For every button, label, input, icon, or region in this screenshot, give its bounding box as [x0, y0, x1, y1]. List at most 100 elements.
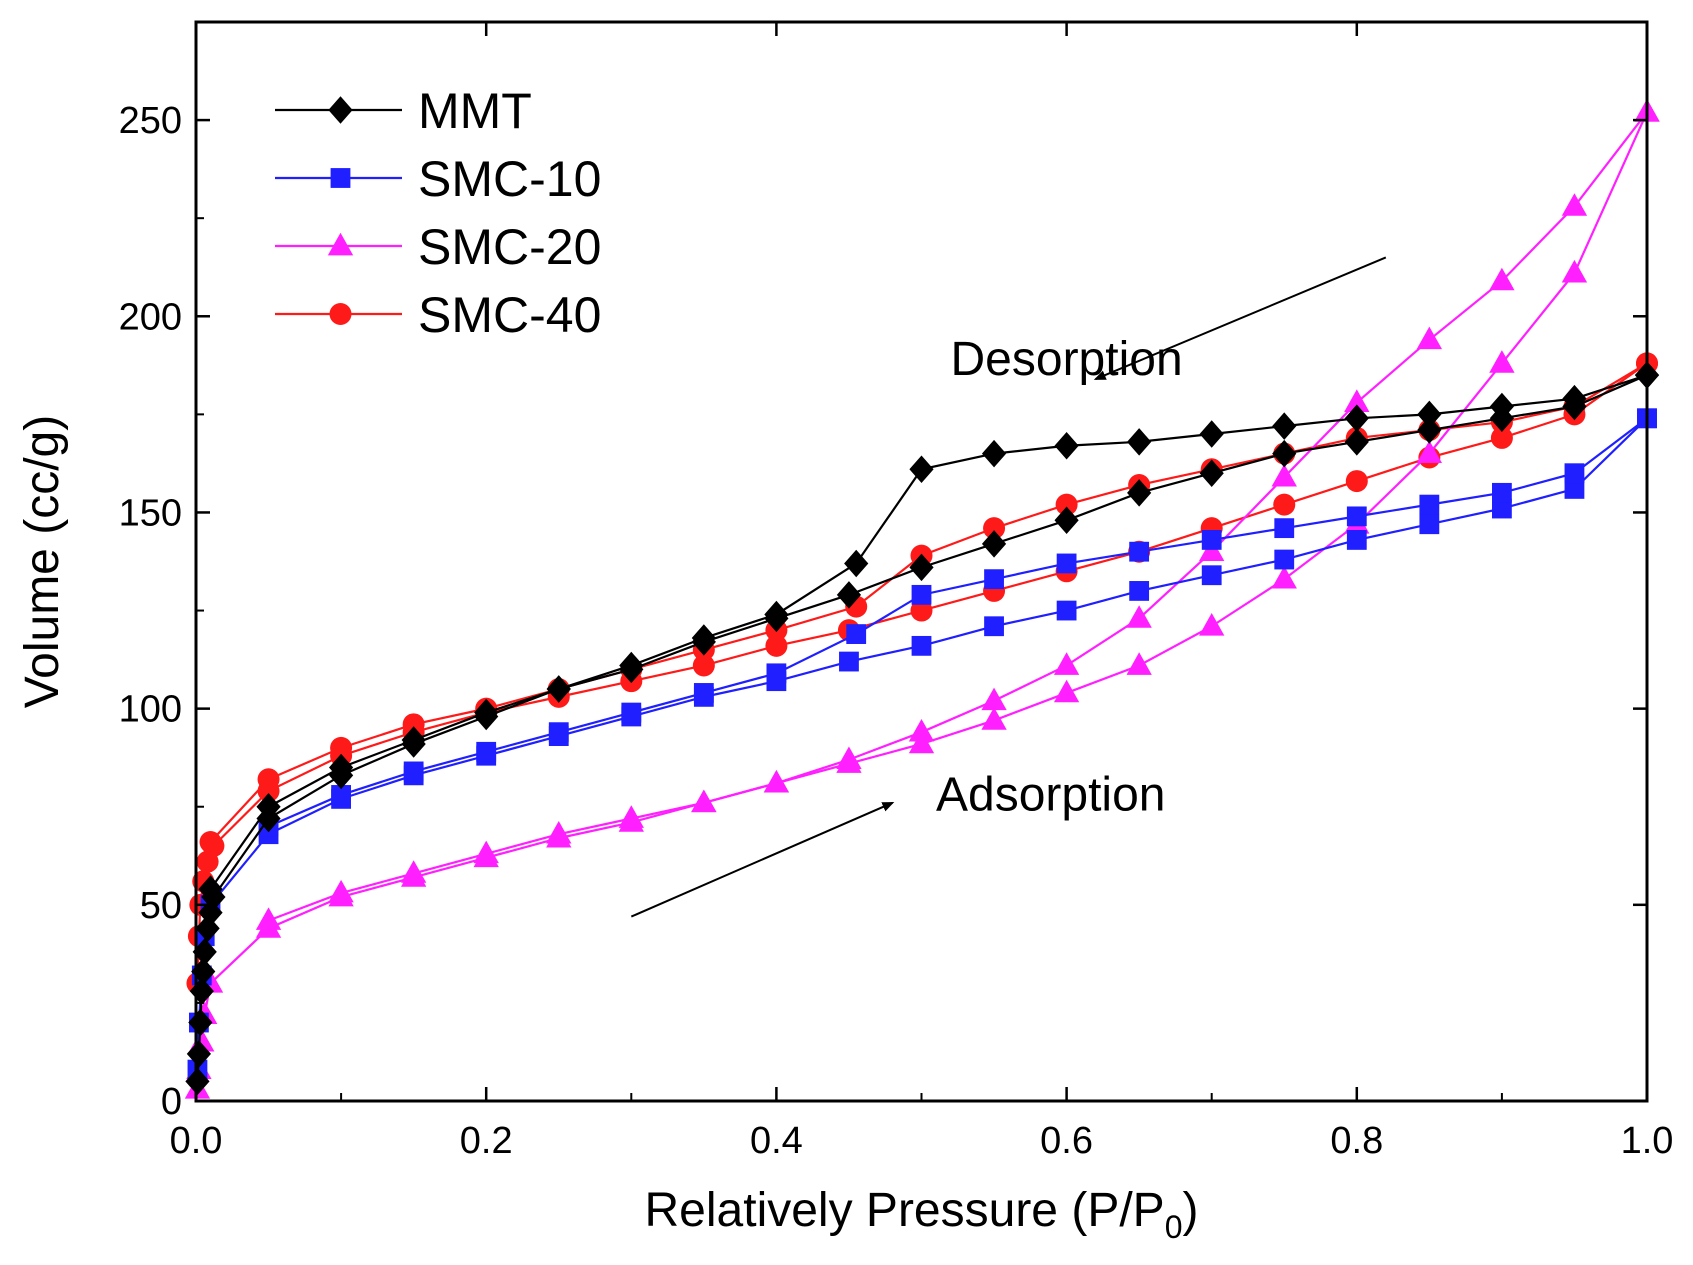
y-tick-label: 50 — [140, 885, 182, 927]
mmt-adsorption-point — [836, 581, 862, 609]
smc-20-desorption-point — [1053, 652, 1080, 675]
smc-20-desorption-point — [473, 840, 499, 864]
mmt-desorption-point — [981, 439, 1007, 468]
legend: MMT SMC-10 SMC-20 SMC-40 — [275, 83, 601, 343]
series-layer — [184, 99, 1660, 1099]
smc-40-desorption-point — [330, 736, 353, 759]
smc-20-desorption-point — [908, 718, 935, 742]
smc-10-desorption-point — [548, 722, 569, 743]
smc-20-desorption-point — [763, 769, 790, 793]
legend-item-smc-20: SMC-20 — [275, 219, 601, 275]
mmt-desorption-point — [691, 624, 716, 652]
legend-label-smc-20: SMC-20 — [418, 219, 601, 275]
smc-40-adsorption-point — [1490, 426, 1513, 449]
smc-10-adsorption-point — [984, 616, 1004, 637]
mmt-desorption-point — [401, 726, 426, 754]
mmt-desorption-point — [1199, 420, 1224, 448]
mmt-desorption-point — [1272, 412, 1297, 440]
smc-40-adsorption-point — [1345, 470, 1368, 493]
mmt-desorption-point — [1562, 384, 1587, 413]
smc-20-desorption-point — [328, 879, 354, 903]
y-axis-title: Volume (cc/g) — [16, 415, 69, 708]
smc-20-adsorption-point — [1561, 259, 1588, 283]
smc-40-adsorption-point — [910, 599, 933, 622]
smc-20-desorption-point — [401, 860, 427, 883]
mmt-adsorption-point — [186, 1040, 212, 1068]
smc-40-desorption-point — [1055, 493, 1078, 516]
smc-10-adsorption-point — [1129, 581, 1150, 601]
smc-40-desorption-point — [257, 768, 280, 791]
smc-20-desorption-point — [1561, 193, 1588, 216]
legend-marker-mmt — [328, 96, 353, 124]
smc-10-desorption-point — [984, 569, 1004, 590]
mmt-adsorption-point — [1344, 428, 1369, 456]
smc-10-adsorption-point — [1201, 565, 1222, 586]
smc-10-adsorption-point — [1346, 530, 1367, 550]
annotation-arrow — [630, 801, 895, 918]
smc-40-adsorption-point — [692, 654, 715, 677]
mmt-adsorption-point — [192, 938, 217, 966]
smc-20-desorption-point — [255, 907, 282, 930]
y-tick-label: 200 — [119, 296, 182, 338]
mmt-adsorption-point — [981, 530, 1007, 558]
mmt-desorption-point — [198, 875, 223, 903]
smc-10-desorption-point — [766, 663, 787, 684]
smc-20-adsorption-point — [1416, 440, 1442, 463]
smc-10-adsorption-point — [1492, 498, 1512, 519]
smc-20-desorption-point — [836, 746, 862, 769]
ticks-layer: 0.0 0.2 0.4 0.6 0.8 1.0 0 50 100 150 200 250 — [119, 22, 1673, 1162]
annotation-adsorption: Adsorption — [936, 769, 1165, 822]
smc-20-desorption-point — [981, 687, 1007, 711]
smc-10-desorption-point — [846, 624, 867, 644]
smc-10-desorption-point — [621, 702, 642, 723]
smc-40-adsorption-point — [1273, 493, 1296, 516]
smc-10-adsorption-point — [1274, 549, 1295, 570]
smc-40-desorption-point — [402, 713, 425, 736]
mmt-desorption-point — [1417, 400, 1442, 429]
x-tick-label: 0.0 — [170, 1120, 223, 1162]
smc-10-desorption-point — [911, 584, 932, 605]
smc-10-desorption-point — [1274, 518, 1295, 539]
y-tick-label: 150 — [119, 492, 182, 534]
mmt-adsorption-point — [1417, 416, 1442, 444]
smc-20-adsorption-point — [1271, 565, 1297, 589]
y-tick-label: 0 — [161, 1081, 182, 1123]
series-smc-10 — [187, 408, 1657, 1080]
smc-10-desorption-point — [1492, 482, 1512, 503]
mmt-desorption-point — [764, 600, 789, 629]
mmt-desorption-point — [1344, 404, 1369, 433]
mmt-desorption-point — [546, 675, 571, 703]
mmt-adsorption-point — [188, 1008, 213, 1037]
mmt-desorption-point — [844, 549, 869, 578]
smc-10-desorption-point — [1346, 506, 1367, 527]
smc-20-adsorption-point — [908, 730, 935, 754]
legend-marker-smc-40 — [329, 303, 352, 325]
mmt-desorption-point — [474, 698, 499, 727]
x-tick-label: 0.6 — [1040, 1120, 1093, 1162]
mmt-desorption-point — [329, 753, 354, 782]
smc-20-desorption-point — [691, 789, 717, 813]
legend-label-mmt: MMT — [418, 83, 532, 139]
legend-item-smc-10: SMC-10 — [275, 151, 601, 207]
mmt-adsorption-point — [1199, 459, 1224, 487]
y-tick-label: 100 — [119, 689, 182, 731]
smc-10-adsorption-point — [1419, 514, 1440, 535]
mmt-desorption-point — [256, 792, 281, 821]
smc-10-desorption-point — [1419, 494, 1440, 515]
smc-20-adsorption-point — [1053, 679, 1080, 703]
smc-20-desorption-point — [618, 805, 644, 828]
annotation-arrow — [1093, 256, 1387, 380]
smc-20-adsorption-point — [1199, 613, 1225, 636]
smc-40-adsorption-point — [765, 634, 788, 657]
mmt-desorption-point — [1054, 432, 1079, 460]
legend-marker-smc-10 — [330, 168, 351, 188]
smc-10-desorption-line — [268, 417, 1648, 828]
smc-10-adsorption-point — [1056, 600, 1077, 621]
x-axis-title-end: ) — [1182, 1184, 1198, 1237]
y-tick-label: 250 — [119, 100, 182, 142]
smc-10-adsorption-point — [839, 651, 859, 672]
smc-20-adsorption-point — [1126, 652, 1152, 675]
x-tick-label: 0.4 — [750, 1120, 803, 1162]
